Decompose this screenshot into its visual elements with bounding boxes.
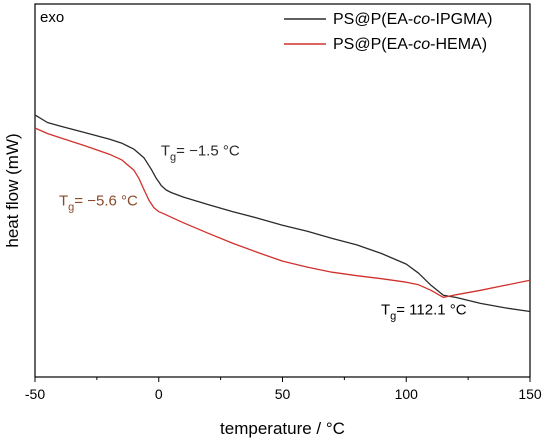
tg-annotation-2: Tg= −5.6 °C xyxy=(59,192,138,213)
x-tick-label: 100 xyxy=(395,386,419,402)
x-axis-label: temperature / °C xyxy=(220,419,345,438)
ticks-layer: -50 0 50 100 150 xyxy=(25,377,542,402)
legend-label-2: PS@P(EA-co-HEMA) xyxy=(333,36,487,53)
x-tick-label: -50 xyxy=(25,386,45,402)
series-line-2 xyxy=(34,127,531,299)
y-axis-label: heat flow (mW) xyxy=(3,133,22,247)
legend-label-1: PS@P(EA-co-IPGMA) xyxy=(333,11,492,28)
x-tick-label: 50 xyxy=(275,386,291,402)
annotations: Tg= −1.5 °C Tg= −5.6 °C Tg= 112.1 °C xyxy=(59,142,467,322)
x-tick-label: 150 xyxy=(518,386,542,402)
legend: PS@P(EA-co-IPGMA) PS@P(EA-co-HEMA) xyxy=(284,11,492,53)
x-tick-label: 0 xyxy=(155,386,163,402)
series-line-1 xyxy=(34,114,531,313)
plot-frame xyxy=(34,3,531,378)
tg-annotation-3: Tg= 112.1 °C xyxy=(381,301,467,322)
y-unit-label: exo xyxy=(40,9,64,26)
series-layer xyxy=(34,114,531,313)
tg-annotation-1: Tg= −1.5 °C xyxy=(161,142,240,163)
